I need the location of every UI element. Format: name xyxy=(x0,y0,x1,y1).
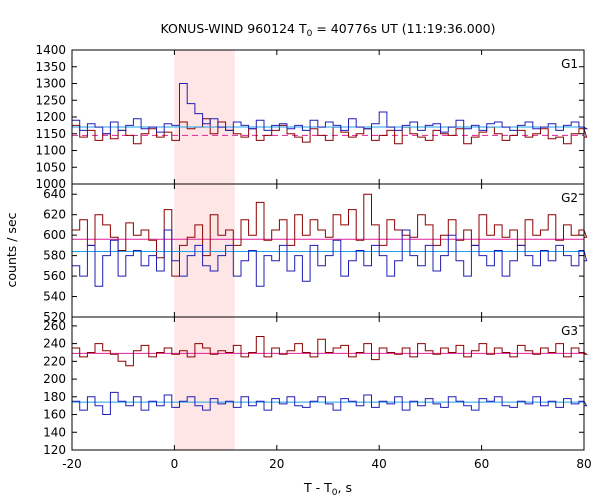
x-tick-label: 0 xyxy=(171,457,179,471)
g3-y-tick-label: 240 xyxy=(43,337,66,351)
g3-y-tick-label: 120 xyxy=(43,443,66,457)
g1-y-tick-label: 1150 xyxy=(35,127,66,141)
x-tick-label: -20 xyxy=(62,457,82,471)
g3-y-tick-label: 160 xyxy=(43,408,66,422)
g2-y-tick-label: 520 xyxy=(43,310,66,324)
x-tick-label: 40 xyxy=(372,457,387,471)
g3-red_series-counts xyxy=(72,336,589,367)
g1-y-tick-label: 1050 xyxy=(35,160,66,174)
g3-blue_series-counts xyxy=(72,391,588,415)
g1-y-tick-label: 1200 xyxy=(35,110,66,124)
g1-panel-frame xyxy=(71,49,585,185)
x-tick-label: 20 xyxy=(269,457,284,471)
highlight-interval xyxy=(174,50,235,450)
g3-y-tick-label: 220 xyxy=(43,354,66,368)
x-axis-label: T - T0, s xyxy=(303,480,352,498)
g2-red_series-counts xyxy=(72,193,588,277)
g2-y-tick-label: 540 xyxy=(43,290,66,304)
g1-y-tick-label: 1350 xyxy=(35,60,66,74)
g3-panel-frame xyxy=(71,316,585,451)
plot-area: 100010501100115012001250130013501400G152… xyxy=(35,43,591,471)
g1-y-tick-label: 1000 xyxy=(35,177,66,191)
g2-y-tick-label: 620 xyxy=(43,208,66,222)
g2-y-tick-label: 560 xyxy=(43,269,66,283)
g2-panel-label: G2 xyxy=(561,191,578,205)
g1-y-tick-label: 1250 xyxy=(35,93,66,107)
g2-blue_series-counts xyxy=(72,229,588,287)
g2-y-tick-label: 600 xyxy=(43,228,66,242)
g3-y-tick-label: 140 xyxy=(43,425,66,439)
g2-panel-frame xyxy=(71,183,585,318)
g1-red_series-counts xyxy=(72,118,588,145)
g1-panel-label: G1 xyxy=(561,57,578,71)
g2-y-tick-label: 640 xyxy=(43,187,66,201)
g3-y-tick-label: 260 xyxy=(43,319,66,333)
y-axis-label: counts / sec xyxy=(4,212,19,287)
g3-panel-label: G3 xyxy=(561,324,578,338)
g1-y-tick-label: 1400 xyxy=(35,43,66,57)
g2-y-tick-label: 580 xyxy=(43,249,66,263)
x-tick-label: 80 xyxy=(576,457,591,471)
g1-blue_series-counts xyxy=(72,83,589,135)
g1-y-tick-label: 1100 xyxy=(35,144,66,158)
g1-y-tick-label: 1300 xyxy=(35,77,66,91)
g3-y-tick-label: 180 xyxy=(43,390,66,404)
chart-title: KONUS-WIND 960124 T0 = 40776s UT (11:19:… xyxy=(160,21,495,39)
g3-y-tick-label: 200 xyxy=(43,372,66,386)
x-tick-label: 60 xyxy=(474,457,489,471)
